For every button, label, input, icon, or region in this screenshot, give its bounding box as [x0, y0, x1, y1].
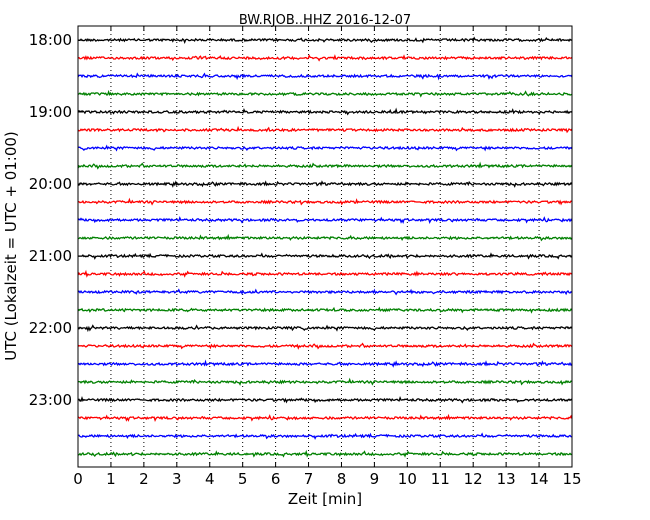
x-tick-label: 8	[337, 470, 347, 488]
grid	[110, 26, 540, 467]
trace-1800	[77, 36, 573, 45]
trace-1930	[77, 144, 573, 152]
trace-2300	[77, 395, 573, 404]
trace-2145	[77, 306, 573, 314]
x-tick-label: 0	[73, 470, 83, 488]
trace-2000	[77, 180, 573, 188]
x-tick-label: 6	[271, 470, 281, 488]
y-axis-label: UTC (Lokalzeit = UTC + 01:00)	[2, 131, 20, 361]
y-tick-label: 19:00	[29, 103, 72, 121]
chart-title: BW.RJOB..HHZ 2016-12-07	[239, 13, 411, 28]
trace-2245	[77, 377, 573, 386]
trace-2345	[77, 449, 573, 458]
y-tick-label: 22:00	[29, 319, 72, 337]
x-tick-label: 13	[497, 470, 516, 488]
trace-1915	[77, 125, 573, 134]
x-tick-label: 11	[431, 470, 450, 488]
x-tick-label: 1	[106, 470, 116, 488]
trace-2015	[77, 197, 573, 206]
x-tick-label: 15	[562, 470, 581, 488]
y-axis: 18:00 19:00 20:00 21:00 22:00 23:00	[29, 31, 572, 409]
trace-2100	[77, 252, 573, 260]
y-tick-label: 21:00	[29, 247, 72, 265]
x-axis-label: Zeit [min]	[288, 490, 362, 508]
y-tick-label: 18:00	[29, 31, 72, 49]
x-tick-label: 2	[139, 470, 149, 488]
trace-2045	[77, 233, 573, 242]
x-tick-label: 9	[370, 470, 380, 488]
trace-1815	[77, 54, 573, 62]
x-tick-label: 4	[205, 470, 215, 488]
trace-1945	[77, 161, 573, 170]
trace-2030	[77, 215, 573, 225]
x-axis: 0 1 2 3 4 5 6 7 8 9 10 11 12 13 14 15	[73, 26, 582, 488]
y-tick-label: 23:00	[29, 391, 72, 409]
y-tick-label: 20:00	[29, 175, 72, 193]
trace-2330	[77, 432, 573, 440]
x-tick-label: 12	[464, 470, 483, 488]
trace-2215	[77, 342, 573, 350]
trace-1845	[77, 89, 573, 98]
x-tick-label: 7	[304, 470, 314, 488]
trace-2315	[77, 413, 573, 423]
trace-2200	[77, 324, 573, 333]
trace-1830	[77, 72, 573, 81]
x-tick-label: 5	[238, 470, 248, 488]
trace-2230	[77, 359, 573, 368]
plot-frame	[77, 25, 573, 468]
trace-2115	[77, 269, 573, 278]
x-tick-label: 3	[172, 470, 182, 488]
traces	[77, 36, 573, 458]
trace-2130	[77, 288, 573, 296]
trace-1900	[77, 107, 573, 116]
x-tick-label: 10	[398, 470, 417, 488]
x-tick-label: 14	[530, 470, 549, 488]
